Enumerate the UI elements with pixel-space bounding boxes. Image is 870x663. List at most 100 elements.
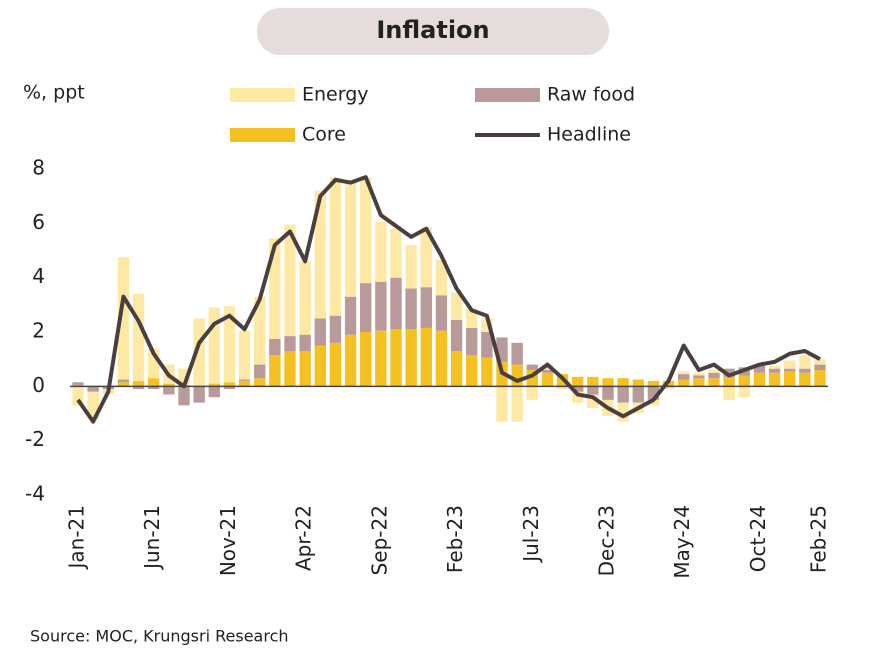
y-tick-label: 6 [32,210,45,234]
bar [723,368,735,377]
bar [496,386,508,422]
bar [693,378,705,387]
bar [193,386,205,403]
y-tick-label: -2 [25,427,45,451]
bar [799,368,811,373]
bar [299,351,311,387]
bar [435,295,448,331]
bar [284,336,296,352]
bar [87,391,99,419]
bar [511,342,523,365]
x-tick-label: Feb-23 [443,505,467,573]
y-axis-label: %, ppt [23,82,85,104]
legend-label: Headline [547,124,631,146]
y-tick-label: 0 [32,373,45,397]
bar [602,378,614,387]
bar [163,386,175,395]
bar [193,318,205,387]
bar [238,330,251,380]
bar [587,394,599,409]
bar [132,386,145,390]
bar [435,330,448,387]
bar [784,368,796,372]
legend-swatch [230,88,295,102]
bar [314,345,326,387]
bar [814,370,826,387]
x-tick-label: May-24 [670,505,694,579]
bar [526,386,538,400]
bar [784,360,796,369]
source: Source: MOC, Krungsri Research [30,627,289,646]
bar [148,386,160,390]
bar [678,379,690,387]
bar [72,386,84,406]
bar [768,368,781,373]
y-tick-label: 8 [32,156,45,180]
bar [617,386,629,403]
bar [148,348,160,379]
title-pill [257,8,609,55]
bar [799,355,811,369]
bar [814,364,826,371]
bar [723,386,735,400]
bar [178,368,190,385]
y-tick-label: 2 [32,319,45,343]
x-tick-label: Feb-25 [807,505,831,573]
bar [587,386,599,395]
bar [132,293,145,381]
bar [511,364,523,387]
bar [299,261,311,335]
bar [269,238,281,339]
bar [511,386,523,422]
bar [617,402,629,422]
bar [420,327,432,387]
bar [647,380,660,387]
bar [132,380,145,387]
bar [496,337,508,362]
headline-line [76,175,821,424]
bar [541,370,554,373]
bar [450,319,463,352]
bar [117,257,130,380]
bar [572,386,584,392]
bar [254,296,266,365]
bar [284,351,296,387]
bar [481,318,493,332]
bar [693,375,705,379]
bar [602,386,614,400]
x-tick-label: Oct-24 [746,505,770,572]
bar [344,296,357,335]
bar [375,281,387,331]
bar [329,342,342,387]
bar [344,334,357,387]
bar [647,386,660,400]
bar [617,378,629,387]
legend-label: Energy [302,84,369,106]
bar [375,330,387,387]
bar [693,372,705,376]
bar [117,382,130,387]
bar [390,277,402,330]
bar [314,190,326,319]
bar [314,318,326,346]
bar [481,332,493,358]
bar [814,359,826,365]
bar [632,386,644,403]
bar [678,374,690,380]
bar [405,288,417,330]
bar [284,224,296,337]
bar [329,177,342,316]
bar [360,332,372,387]
x-tick-label: Jan-21 [65,505,89,571]
bar [450,351,463,387]
bar [87,386,99,392]
bar [647,399,660,406]
bar [466,327,478,356]
bar [541,372,554,387]
bar [405,245,417,289]
bar [148,378,160,387]
bar [208,383,220,387]
bar [768,365,781,369]
bar [723,376,735,387]
bar [753,364,766,373]
